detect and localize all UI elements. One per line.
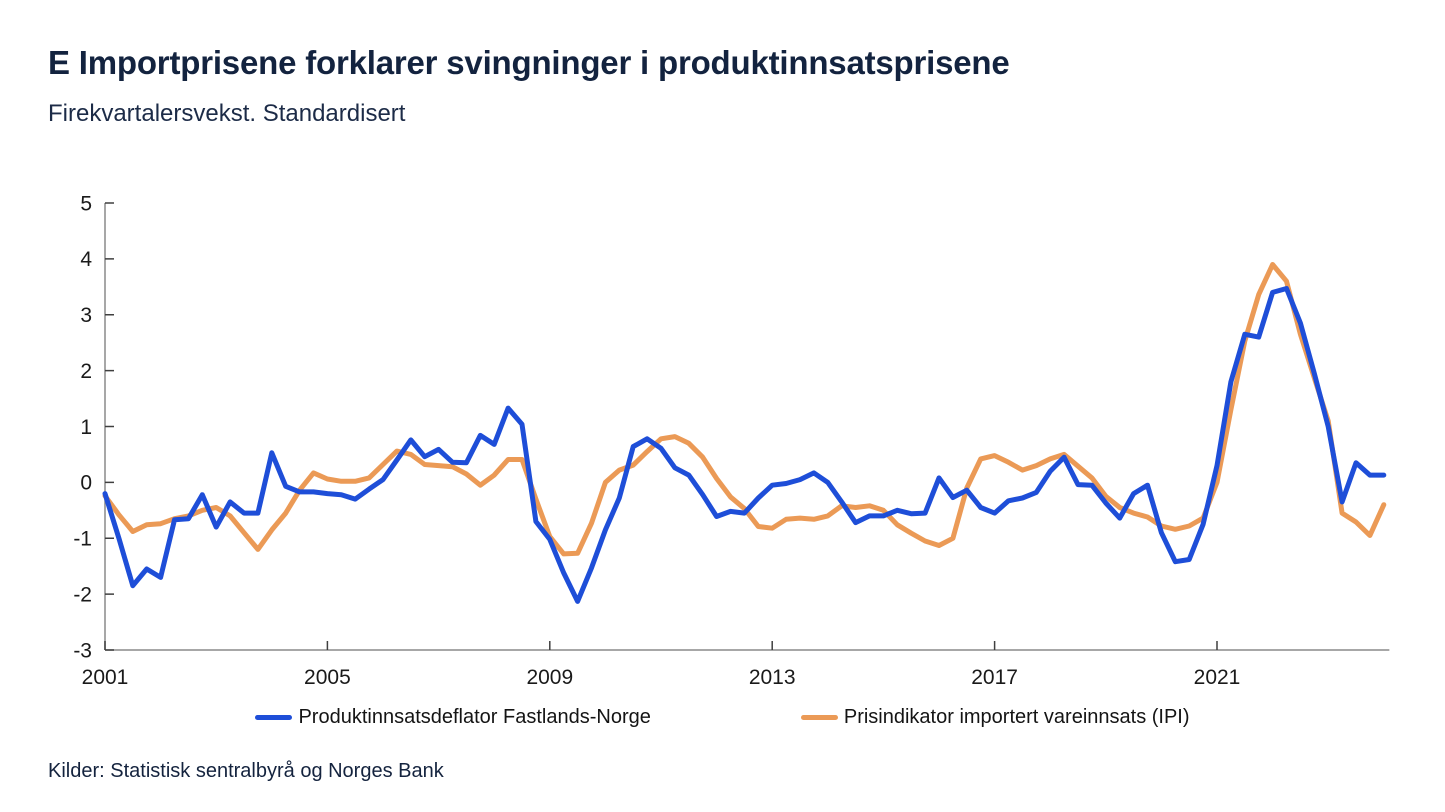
y-tick-label: 3 xyxy=(80,304,92,327)
blue-line-swatch-icon xyxy=(255,715,293,720)
y-tick-label: 1 xyxy=(80,416,92,439)
y-tick-label: 5 xyxy=(80,192,92,215)
x-tick-label: 2021 xyxy=(1194,666,1241,689)
series-line-produktinnsatsdeflator xyxy=(102,286,1387,604)
legend-item-produktinnsatsdeflator: Produktinnsatsdeflator Fastlands-Norge xyxy=(255,706,651,729)
x-tick-label: 2001 xyxy=(82,666,129,689)
y-tick-label: -3 xyxy=(73,639,92,662)
y-tick-label: 0 xyxy=(80,472,92,495)
y-tick-label: 2 xyxy=(80,360,92,383)
y-tick-label: 4 xyxy=(80,248,92,271)
source-note: Kilder: Statistisk sentralbyrå og Norges… xyxy=(48,760,444,782)
page-subtitle: Firekvartalersvekst. Standardisert xyxy=(48,100,406,127)
x-tick-label: 2013 xyxy=(749,666,796,689)
legend-label: Prisindikator importert vareinnsats (IPI… xyxy=(843,706,1190,728)
x-tick-label: 2005 xyxy=(304,666,351,689)
y-tick-label: -2 xyxy=(73,583,92,606)
legend-label: Produktinnsatsdeflator Fastlands-Norge xyxy=(298,706,651,728)
y-tick-label: -1 xyxy=(73,528,92,551)
page-title: E Importprisene forklarer svingninger i … xyxy=(48,44,1010,81)
legend-item-ipi: Prisindikator importert vareinnsats (IPI… xyxy=(800,706,1190,729)
x-tick-label: 2009 xyxy=(526,666,573,689)
chart-legend: Produktinnsatsdeflator Fastlands-Norge P… xyxy=(0,706,1445,729)
series-line-ipi xyxy=(102,262,1387,557)
x-tick-label: 2017 xyxy=(971,666,1018,689)
orange-line-swatch-icon xyxy=(800,715,838,720)
